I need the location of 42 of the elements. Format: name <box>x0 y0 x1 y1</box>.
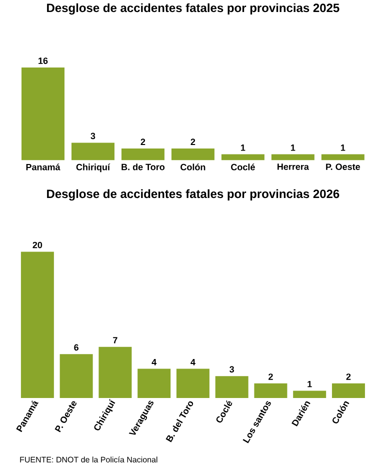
bar <box>271 154 314 160</box>
bar <box>215 376 248 398</box>
data-label: 4 <box>152 359 157 366</box>
bar <box>254 383 288 398</box>
bar <box>72 142 115 160</box>
data-label: 2 <box>190 138 196 145</box>
bar <box>98 346 132 398</box>
x-tick-label: Coclé <box>231 164 255 170</box>
data-label: 20 <box>32 242 42 248</box>
bar <box>176 368 210 398</box>
x-tick-label: Herrera <box>278 164 310 170</box>
x-tick-label: Colón <box>180 164 206 170</box>
data-label: 2 <box>140 138 146 145</box>
bar <box>321 154 364 160</box>
data-label: 3 <box>230 366 234 373</box>
data-label: 1 <box>241 144 246 151</box>
data-label: 2 <box>268 374 273 380</box>
x-tick-label: B. de Toro <box>122 164 165 170</box>
x-tick-label: Chiriquí <box>76 164 110 172</box>
data-label: 16 <box>38 58 48 64</box>
data-label: 7 <box>113 337 118 344</box>
source-note: FUENTE: DNOT de la Policía Nacional <box>20 456 158 462</box>
bar <box>122 148 165 160</box>
chart-title: Desglose de accidentes fatales por provincias 2025 <box>47 3 340 15</box>
bar <box>138 368 171 398</box>
bar <box>293 390 326 398</box>
data-label: 2 <box>346 374 351 380</box>
chart-title: Desglose de accidentes fatales por provincias 2026 <box>47 189 340 201</box>
data-label: 1 <box>308 380 312 388</box>
bar <box>332 383 366 398</box>
data-label: 3 <box>90 132 96 140</box>
data-label: 6 <box>74 344 79 351</box>
bar <box>60 354 93 398</box>
x-tick-label: P. Oeste <box>326 164 360 170</box>
bar <box>20 252 54 398</box>
data-label: 4 <box>190 359 196 366</box>
data-label: 1 <box>291 144 296 151</box>
x-tick-label: Panamá <box>26 164 60 170</box>
bar <box>22 67 65 160</box>
data-label: 1 <box>341 144 346 151</box>
bar <box>221 154 264 160</box>
bar <box>172 148 214 160</box>
